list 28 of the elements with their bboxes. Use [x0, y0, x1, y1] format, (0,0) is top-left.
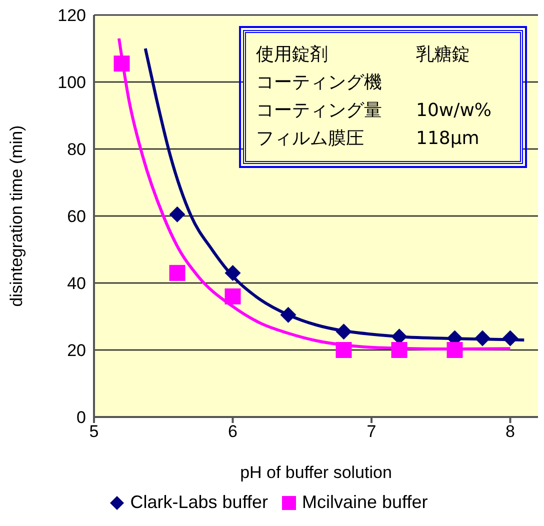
- annotation: コーティング機: [256, 71, 383, 95]
- point: [446, 342, 463, 358]
- legend-label: Clark-Labs buffer: [130, 492, 268, 513]
- point: [502, 330, 518, 346]
- x-tick-label: 7: [366, 422, 376, 442]
- point: [336, 324, 352, 340]
- y-tick-label: 120: [58, 6, 86, 26]
- point: [280, 306, 296, 323]
- y-tick-label: 80: [67, 140, 86, 160]
- point: [474, 330, 490, 346]
- y-tick-label: 60: [67, 207, 86, 226]
- point: [336, 342, 352, 358]
- y-tick-label: 0: [76, 408, 86, 428]
- point: [224, 288, 241, 304]
- x-tick-label: 5: [89, 422, 99, 442]
- y-tick-label: 20: [67, 341, 86, 360]
- point: [391, 342, 408, 358]
- point: [169, 264, 186, 281]
- legend-label: Mcilvaine buffer: [302, 492, 428, 513]
- y-tick-label: 40: [67, 274, 86, 294]
- x-tick-label: 6: [228, 422, 238, 442]
- x-axis-title: pH of buffer solution: [240, 463, 392, 482]
- y-axis-title: disintegration time (min): [7, 125, 26, 307]
- x-tick-label: 8: [506, 422, 515, 442]
- point: [224, 264, 241, 281]
- y-tick-label: 100: [58, 73, 86, 92]
- point: [114, 56, 130, 72]
- point: [169, 206, 186, 222]
